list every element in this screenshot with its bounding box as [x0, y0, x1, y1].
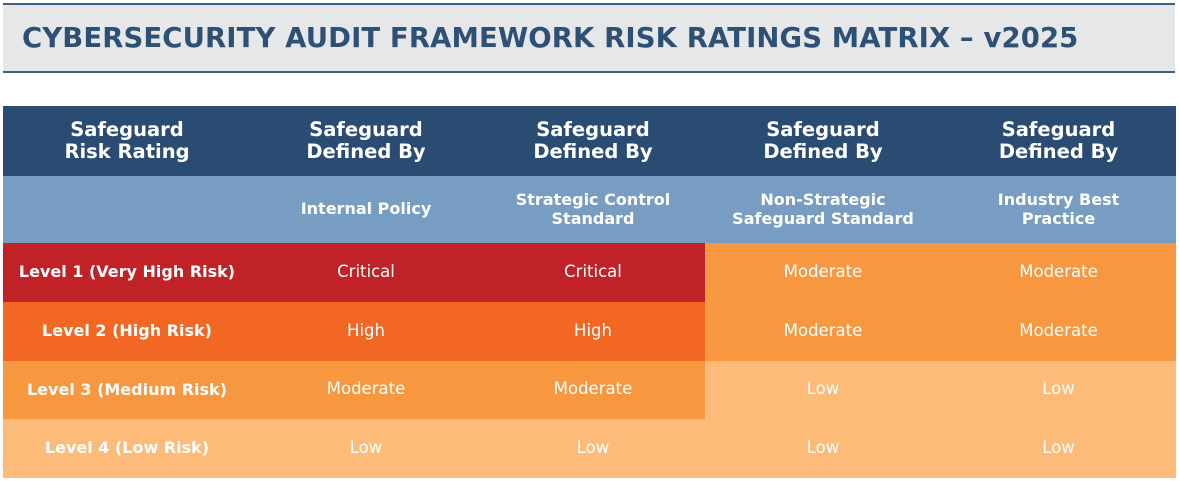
subheader-industry-best-practice: Industry Best Practice	[941, 176, 1176, 243]
rating-cell: Moderate	[481, 360, 705, 420]
header-defined-by: Safeguard Defined By	[941, 106, 1176, 176]
page-title: CYBERSECURITY AUDIT FRAMEWORK RISK RATIN…	[22, 22, 1079, 54]
rating-cell: High	[481, 301, 705, 361]
rating-cell: Moderate	[705, 301, 941, 361]
header-row: Safeguard Risk Rating Safeguard Defined …	[3, 106, 1176, 176]
risk-level-label: Level 4 (Low Risk)	[3, 419, 251, 478]
rating-cell: Moderate	[705, 243, 941, 302]
table-row: Level 2 (High Risk) High High Moderate M…	[3, 301, 1176, 361]
rating-cell: Low	[705, 419, 941, 478]
title-bar: CYBERSECURITY AUDIT FRAMEWORK RISK RATIN…	[3, 3, 1175, 73]
header-defined-by: Safeguard Defined By	[251, 106, 481, 176]
header-defined-by: Safeguard Defined By	[705, 106, 941, 176]
subheader-row: Internal Policy Strategic Control Standa…	[3, 176, 1176, 243]
subheader-internal-policy: Internal Policy	[251, 176, 481, 243]
subheader-empty	[3, 176, 251, 243]
header-risk-rating: Safeguard Risk Rating	[3, 106, 251, 176]
table-row: Level 4 (Low Risk) Low Low Low Low	[3, 419, 1176, 478]
risk-matrix-table: Safeguard Risk Rating Safeguard Defined …	[3, 106, 1176, 478]
risk-level-label: Level 2 (High Risk)	[3, 301, 251, 361]
risk-level-label: Level 3 (Medium Risk)	[3, 360, 251, 420]
rating-cell: Moderate	[941, 301, 1176, 361]
rating-cell: Moderate	[941, 243, 1176, 302]
subheader-non-strategic-safeguard-standard: Non-Strategic Safeguard Standard	[705, 176, 941, 243]
header-defined-by: Safeguard Defined By	[481, 106, 705, 176]
rating-cell: Low	[481, 419, 705, 478]
rating-cell: Low	[251, 419, 481, 478]
rating-cell: High	[251, 301, 481, 361]
table-row: Level 1 (Very High Risk) Critical Critic…	[3, 243, 1176, 302]
rating-cell: Low	[941, 360, 1176, 420]
rating-cell: Critical	[251, 243, 481, 302]
rating-cell: Moderate	[251, 360, 481, 420]
table-row: Level 3 (Medium Risk) Moderate Moderate …	[3, 360, 1176, 420]
rating-cell: Low	[941, 419, 1176, 478]
risk-level-label: Level 1 (Very High Risk)	[3, 243, 251, 302]
rating-cell: Critical	[481, 243, 705, 302]
subheader-strategic-control-standard: Strategic Control Standard	[481, 176, 705, 243]
rating-cell: Low	[705, 360, 941, 420]
